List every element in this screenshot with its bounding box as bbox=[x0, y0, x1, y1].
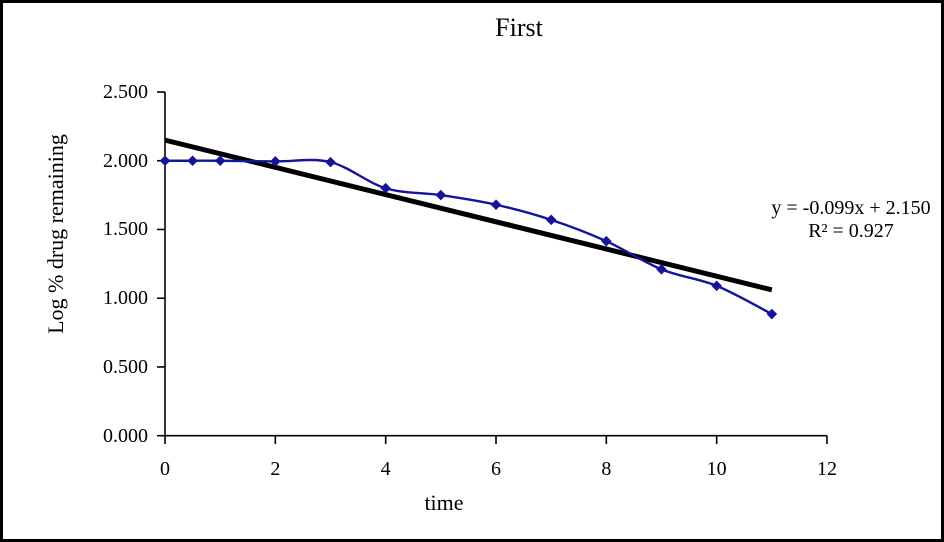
data-point-marker bbox=[490, 199, 502, 211]
y-axis-tick-label: 1.000 bbox=[103, 287, 148, 310]
x-axis-tick-label: 4 bbox=[380, 458, 391, 480]
y-axis-tick-label: 1.500 bbox=[103, 218, 148, 241]
data-point-marker bbox=[435, 189, 447, 201]
x-axis-tick-label: 12 bbox=[817, 458, 837, 480]
data-point-marker bbox=[380, 182, 391, 194]
x-axis-tick-label: 2 bbox=[270, 458, 281, 480]
data-point-marker bbox=[325, 156, 336, 168]
data-point-marker bbox=[187, 155, 198, 167]
data-point-marker bbox=[766, 308, 778, 320]
y-axis-tick-label: 0.000 bbox=[103, 424, 148, 447]
y-axis-title: Log % drug remaining bbox=[43, 134, 68, 334]
data-point-marker bbox=[656, 264, 667, 275]
x-axis-tick-label: 6 bbox=[491, 458, 501, 480]
x-axis-title: time bbox=[424, 490, 464, 515]
x-axis-tick-label: 10 bbox=[706, 458, 727, 480]
x-axis-tick-label: 0 bbox=[160, 458, 170, 480]
series-line bbox=[165, 158, 773, 316]
y-axis-tick-label: 0.500 bbox=[103, 355, 148, 378]
r-squared-value: R² = 0.927 bbox=[808, 220, 894, 242]
data-point-marker bbox=[270, 156, 281, 167]
trendline bbox=[164, 137, 773, 293]
y-axis-tick-label: 2.500 bbox=[103, 81, 148, 103]
data-point-marker bbox=[711, 280, 722, 292]
chart-title: First bbox=[495, 13, 543, 42]
trendline-equation: y = -0.099x + 2.150 bbox=[771, 197, 931, 219]
data-point-marker bbox=[159, 155, 171, 167]
data-point-marker bbox=[601, 235, 612, 247]
data-point-marker bbox=[214, 155, 226, 167]
data-point-marker bbox=[545, 214, 557, 226]
x-axis-tick-label: 8 bbox=[601, 458, 612, 480]
y-axis-tick-label: 2.000 bbox=[103, 149, 148, 172]
trendline-annotation: y = -0.099x + 2.150 R² = 0.927 bbox=[759, 197, 943, 243]
